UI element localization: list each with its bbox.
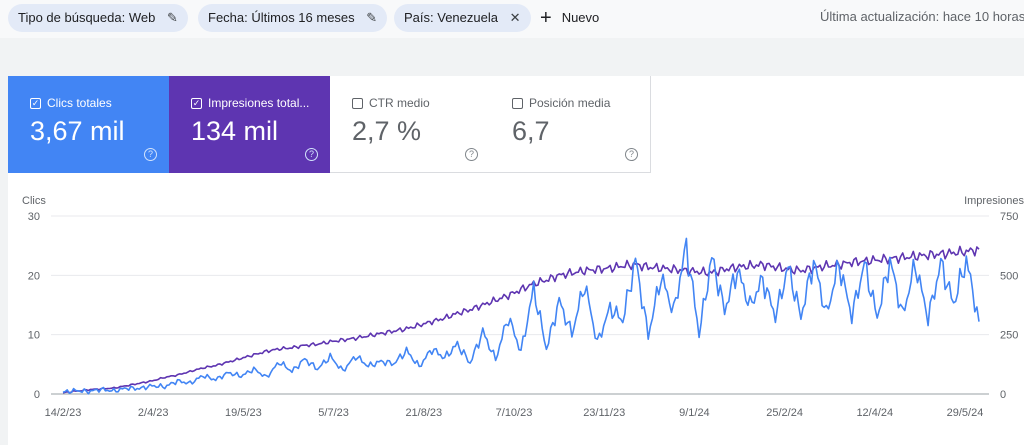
checkbox-unchecked-icon[interactable] [352,97,363,109]
x-tick-label: 12/4/24 [856,407,893,419]
metric-impressions-label: Impresiones total... [208,96,310,110]
y-tick-left: 30 [28,211,40,223]
help-icon[interactable]: ? [305,148,318,161]
metric-position-header: Posición media [512,96,650,110]
search-type-chip[interactable]: Tipo de búsqueda: Web ✎ [8,4,188,32]
x-tick-label: 14/2/23 [45,407,82,419]
y-tick-right: 500 [1000,270,1018,282]
x-tick-label: 19/5/23 [225,407,262,419]
date-chip[interactable]: Fecha: Últimos 16 meses ✎ [198,4,388,32]
x-tick-label: 2/4/23 [138,407,169,419]
clicks-line [62,237,980,395]
y-tick-right: 750 [1000,211,1018,223]
metric-ctr[interactable]: CTR medio 2,7 % ? [330,76,491,173]
y-tick-left: 20 [28,270,40,282]
y-tick-right: 250 [1000,330,1018,342]
performance-card: ✓ Clics totales 3,67 mil ? ✓ Impresiones… [8,76,1024,445]
metric-position-label: Posición media [529,96,611,110]
last-update-text: Última actualización: hace 10 horas [820,9,1024,24]
country-chip[interactable]: País: Venezuela ✕ [394,4,531,32]
y-tick-left: 10 [28,330,40,342]
checkbox-checked-icon[interactable]: ✓ [30,97,41,109]
new-filter-label: Nuevo [561,10,600,25]
metric-ctr-value: 2,7 % [352,116,422,146]
metric-impressions-value: 134 mil [191,116,279,146]
x-tick-label: 5/7/23 [318,407,349,419]
country-label: País: Venezuela [404,10,498,25]
date-label: Fecha: Últimos 16 meses [208,10,355,25]
checkbox-unchecked-icon[interactable] [512,97,523,109]
x-tick-label: 29/5/24 [947,407,984,419]
x-tick-label: 21/8/23 [405,407,442,419]
y-axis-left-label: Clics [22,195,46,207]
metric-position[interactable]: Posición media 6,7 ? [490,76,651,173]
close-icon[interactable]: ✕ [509,10,521,25]
help-icon[interactable]: ? [625,148,638,161]
y-axis-right-label: Impresiones [964,195,1024,207]
search-type-label: Tipo de búsqueda: Web [18,10,156,25]
metric-clicks-header: ✓ Clics totales [30,96,169,110]
x-tick-label: 9/1/24 [679,407,710,419]
y-tick-right: 0 [1000,389,1006,401]
metric-clicks-label: Clics totales [47,96,112,110]
pencil-icon[interactable]: ✎ [366,10,378,25]
performance-chart[interactable]: Clics Impresiones 0 0 10 250 20 500 30 750 14/2/23… [8,76,1024,445]
y-tick-left: 0 [34,389,40,401]
checkbox-checked-icon[interactable]: ✓ [191,97,202,109]
x-tick-label: 25/2/24 [766,407,803,419]
metric-ctr-label: CTR medio [369,96,430,110]
plus-icon: + [540,7,552,29]
metric-clicks-value: 3,67 mil [30,116,125,146]
metric-ctr-header: CTR medio [352,96,490,110]
pencil-icon[interactable]: ✎ [166,10,178,25]
help-icon[interactable]: ? [465,148,478,161]
metric-impressions-header: ✓ Impresiones total... [191,96,330,110]
new-filter-button[interactable]: + Nuevo [540,4,599,32]
filter-bar: Tipo de búsqueda: Web ✎ Fecha: Últimos 1… [0,0,1024,38]
impressions-line [62,245,980,394]
metric-clicks[interactable]: ✓ Clics totales 3,67 mil ? [8,76,169,173]
x-tick-label: 7/10/23 [496,407,533,419]
help-icon[interactable]: ? [144,148,157,161]
metric-impressions[interactable]: ✓ Impresiones total... 134 mil ? [169,76,330,173]
x-tick-label: 23/11/23 [583,407,625,419]
metric-position-value: 6,7 [512,116,550,146]
